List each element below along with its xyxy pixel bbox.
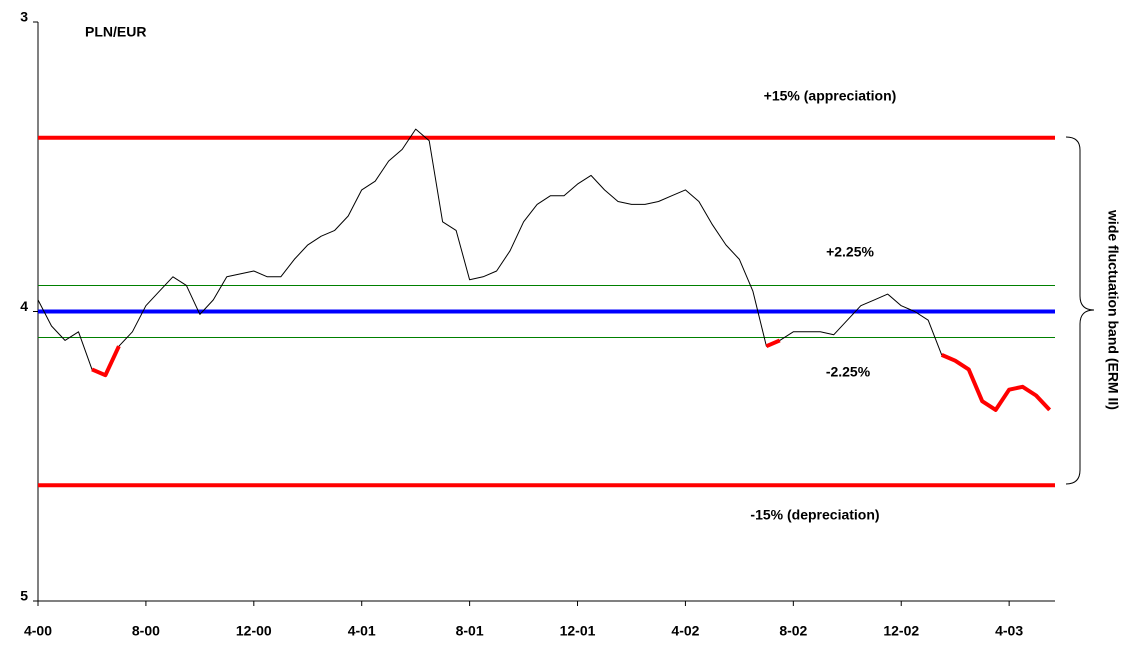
band-annotation: wide fluctuation band (ERM II) [1105, 209, 1121, 410]
series-line [91, 338, 1052, 412]
y-tick-label: 4 [20, 298, 28, 314]
reference-label: -2.25% [826, 364, 871, 380]
x-tick-label: 8-02 [779, 623, 807, 639]
band-brace [1065, 136, 1095, 485]
reference-label: +2.25% [826, 244, 874, 260]
series-line [37, 128, 1050, 411]
y-tick-label: 3 [20, 9, 28, 25]
x-tick-label: 8-01 [456, 623, 484, 639]
y-tick-label: 5 [20, 588, 28, 604]
x-tick-label: 12-00 [236, 623, 272, 639]
x-tick-label: 12-02 [883, 623, 919, 639]
x-tick-label: 8-00 [132, 623, 160, 639]
reference-label: +15% (appreciation) [764, 88, 897, 104]
x-tick-label: 4-03 [995, 623, 1023, 639]
reference-label: -15% (depreciation) [750, 507, 879, 523]
x-tick-label: 4-01 [348, 623, 376, 639]
x-tick-label: 12-01 [560, 623, 596, 639]
x-tick-label: 4-00 [24, 623, 52, 639]
x-tick-label: 4-02 [671, 623, 699, 639]
chart-title: PLN/EUR [85, 24, 146, 40]
